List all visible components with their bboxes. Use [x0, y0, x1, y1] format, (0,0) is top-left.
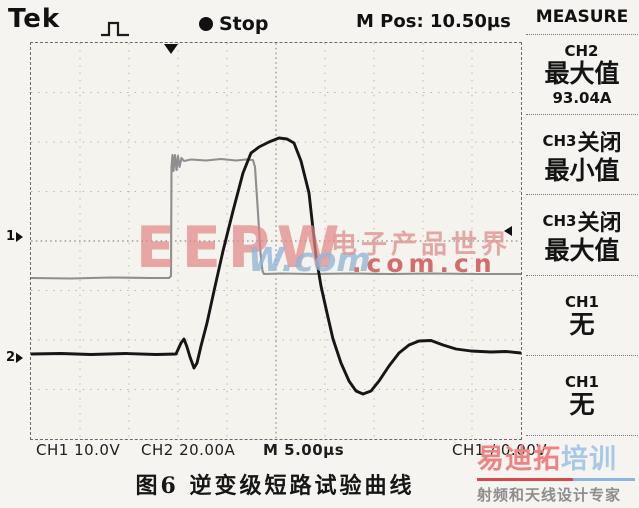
trigger-readout: CH1 / 0.00V: [452, 441, 548, 459]
measure-5-type: 无: [569, 389, 595, 419]
right-arrow-icon: [16, 352, 24, 363]
ch2-position-marker: 2: [6, 350, 24, 365]
measure-slot-2[interactable]: CH3 关闭 最小值: [526, 114, 638, 194]
measure-2-type: 最小值: [544, 156, 620, 186]
measure-1-type: 最大值: [544, 59, 620, 89]
acquisition-status: Stop: [199, 13, 268, 35]
timebase-readout: M 5.00µs: [263, 441, 345, 459]
measure-1-value: 93.04A: [552, 88, 612, 107]
ch2-scale-readout: CH2 20.00A: [141, 441, 236, 459]
ch1-trace: [31, 153, 521, 280]
tek-logo: Tek: [8, 4, 61, 34]
measure-3-type: 最大值: [544, 236, 620, 266]
ch2-trace: [31, 136, 521, 396]
scope-display: [30, 42, 522, 440]
measure-5-source: CH1: [565, 372, 599, 391]
right-arrow-icon: [16, 231, 24, 242]
measure-slot-1[interactable]: CH2 最大值 93.04A: [526, 34, 638, 114]
stop-label: Stop: [219, 13, 269, 35]
edatop-underline-blue: [573, 478, 635, 481]
measure-3-source-state: 关闭: [577, 211, 622, 237]
figure-caption: 图6 逆变级短路试验曲线: [135, 473, 415, 499]
ch1-marker-number: 1: [6, 229, 16, 244]
measure-3-source: CH3: [542, 212, 577, 231]
measure-1-source: CH2: [564, 42, 599, 61]
measure-4-source: CH1: [565, 292, 599, 311]
stop-dot-icon: [199, 17, 213, 31]
measure-4-type: 无: [569, 309, 595, 339]
edatop-name-blue: 培训: [561, 444, 617, 475]
horizontal-position-readout: M Pos: 10.50µs: [356, 11, 511, 32]
measure-2-source-state: 关闭: [577, 131, 622, 157]
trigger-pulse-icon: [98, 16, 138, 44]
measure-2-source: CH3: [542, 132, 577, 151]
trigger-level-arrow-icon: [504, 226, 512, 236]
trigger-position-arrow-icon: [164, 44, 178, 54]
waveform-area: [31, 43, 521, 439]
ch1-scale-readout: CH1 10.0V: [36, 441, 121, 459]
measure-slot-3[interactable]: CH3 关闭 最大值: [526, 194, 638, 274]
measure-menu-panel: MEASURE CH2 最大值 93.04A CH3 关闭 最小值 CH3 关闭…: [526, 2, 638, 437]
ch1-position-marker: 1: [6, 229, 24, 244]
ch2-marker-number: 2: [6, 350, 16, 365]
graticule-grid: [31, 43, 521, 439]
measure-slot-5[interactable]: CH1 无: [526, 354, 638, 437]
measure-menu-title: MEASURE: [535, 7, 629, 27]
measure-slot-4[interactable]: CH1 无: [526, 274, 638, 355]
